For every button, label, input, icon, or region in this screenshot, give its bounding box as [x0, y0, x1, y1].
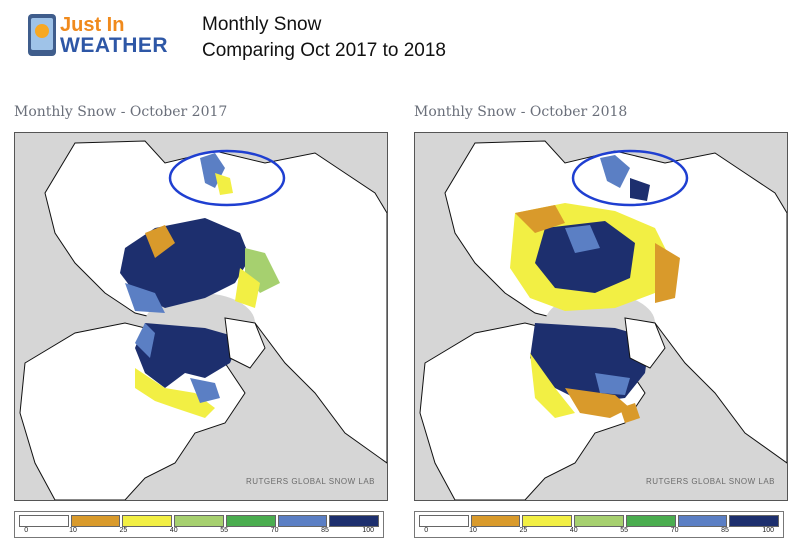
legend-tick: 25 — [519, 527, 528, 534]
highlight-circle-2018 — [571, 149, 689, 207]
legend-bar-2018 — [419, 515, 780, 527]
legend-tick: 70 — [270, 527, 279, 534]
legend-swatch-25-40 — [122, 515, 173, 527]
legend-tick: 10 — [469, 527, 477, 534]
legend-tick: 40 — [569, 527, 578, 534]
logo-text-bottom: WEATHER — [60, 34, 169, 57]
legend-tick: 25 — [119, 527, 128, 534]
legend-swatch-85-100 — [329, 515, 380, 527]
snow-map-2017: RUTGERS GLOBAL SNOW LAB — [14, 132, 388, 501]
panel-title-2018: Monthly Snow - October 2018 — [414, 104, 628, 120]
just-in-weather-logo: Just In WEATHER — [28, 14, 168, 58]
legend-swatch-10-25 — [470, 515, 521, 527]
legend-swatch-70-85 — [277, 515, 328, 527]
legend-swatch-85-100 — [729, 515, 780, 527]
legend-tick: 70 — [670, 527, 679, 534]
legend-swatch-10-25 — [70, 515, 121, 527]
map-credit-2018: RUTGERS GLOBAL SNOW LAB — [645, 477, 775, 486]
snow-map-2017-graphic — [19, 140, 387, 500]
legend-tick: 100 — [362, 527, 375, 534]
legend-tick: 40 — [169, 527, 178, 534]
legend-swatch-40-55 — [174, 515, 224, 527]
legend-tick: 0 — [424, 527, 429, 534]
legend-swatch-55-70 — [625, 515, 676, 527]
headline: Monthly Snow Comparing Oct 2017 to 2018 — [202, 12, 446, 64]
legend-swatch-25-40 — [522, 515, 573, 527]
legend-swatch-0-10 — [419, 515, 469, 527]
sun-icon — [35, 24, 49, 38]
legend-tick: 100 — [762, 527, 775, 534]
legend-2017: 0 10 25 40 55 70 85 100 — [14, 511, 384, 538]
legend-tick: 85 — [721, 527, 729, 534]
legend-bar-2017 — [19, 515, 380, 527]
phone-icon — [28, 14, 56, 56]
snow-map-2018: RUTGERS GLOBAL SNOW LAB — [414, 132, 788, 501]
legend-ticks-2018: 0 10 25 40 55 70 85 100 — [419, 527, 779, 537]
legend-tick: 85 — [321, 527, 329, 534]
legend-2018: 0 10 25 40 55 70 85 100 — [414, 511, 784, 538]
legend-tick: 55 — [220, 527, 229, 534]
legend-ticks-2017: 0 10 25 40 55 70 85 100 — [19, 527, 379, 537]
legend-tick: 55 — [620, 527, 629, 534]
legend-swatch-0-10 — [19, 515, 69, 527]
logo-text-top: Just In — [60, 14, 125, 36]
headline-line-2: Comparing Oct 2017 to 2018 — [202, 40, 446, 61]
legend-tick: 0 — [24, 527, 29, 534]
legend-tick: 10 — [69, 527, 77, 534]
headline-line-1: Monthly Snow — [202, 14, 322, 35]
legend-swatch-70-85 — [677, 515, 728, 527]
snow-map-2018-graphic — [419, 140, 787, 500]
panel-title-2017: Monthly Snow - October 2017 — [14, 104, 228, 120]
legend-swatch-40-55 — [574, 515, 624, 527]
legend-swatch-55-70 — [225, 515, 276, 527]
highlight-circle-2017 — [168, 149, 286, 207]
map-credit-2017: RUTGERS GLOBAL SNOW LAB — [245, 477, 375, 486]
